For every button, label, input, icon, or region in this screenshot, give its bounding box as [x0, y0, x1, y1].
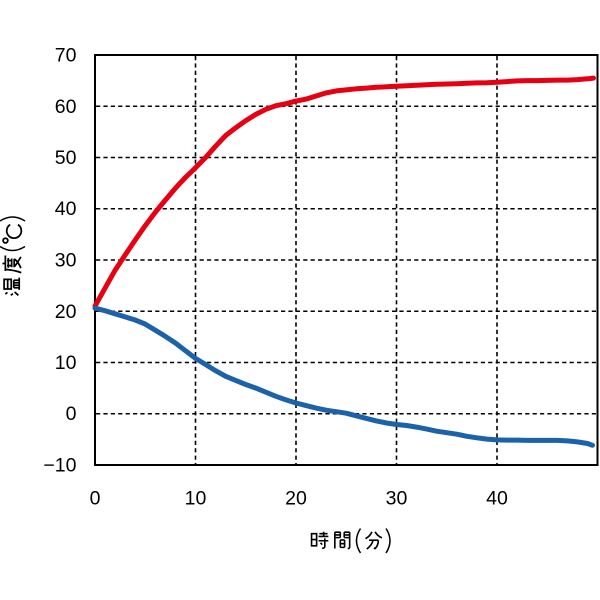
svg-text:30: 30 — [386, 488, 408, 510]
svg-text:0: 0 — [66, 403, 77, 425]
svg-text:20: 20 — [55, 301, 77, 323]
svg-text:60: 60 — [55, 96, 77, 118]
svg-text:50: 50 — [55, 147, 77, 169]
svg-text:10: 10 — [185, 488, 207, 510]
svg-text:20: 20 — [285, 488, 307, 510]
svg-text:40: 40 — [486, 488, 508, 510]
svg-text:70: 70 — [55, 45, 77, 67]
svg-text:−10: −10 — [43, 455, 76, 477]
svg-text:40: 40 — [55, 198, 77, 220]
svg-text:10: 10 — [55, 352, 77, 374]
svg-text:30: 30 — [55, 250, 77, 272]
svg-text:0: 0 — [90, 488, 101, 510]
